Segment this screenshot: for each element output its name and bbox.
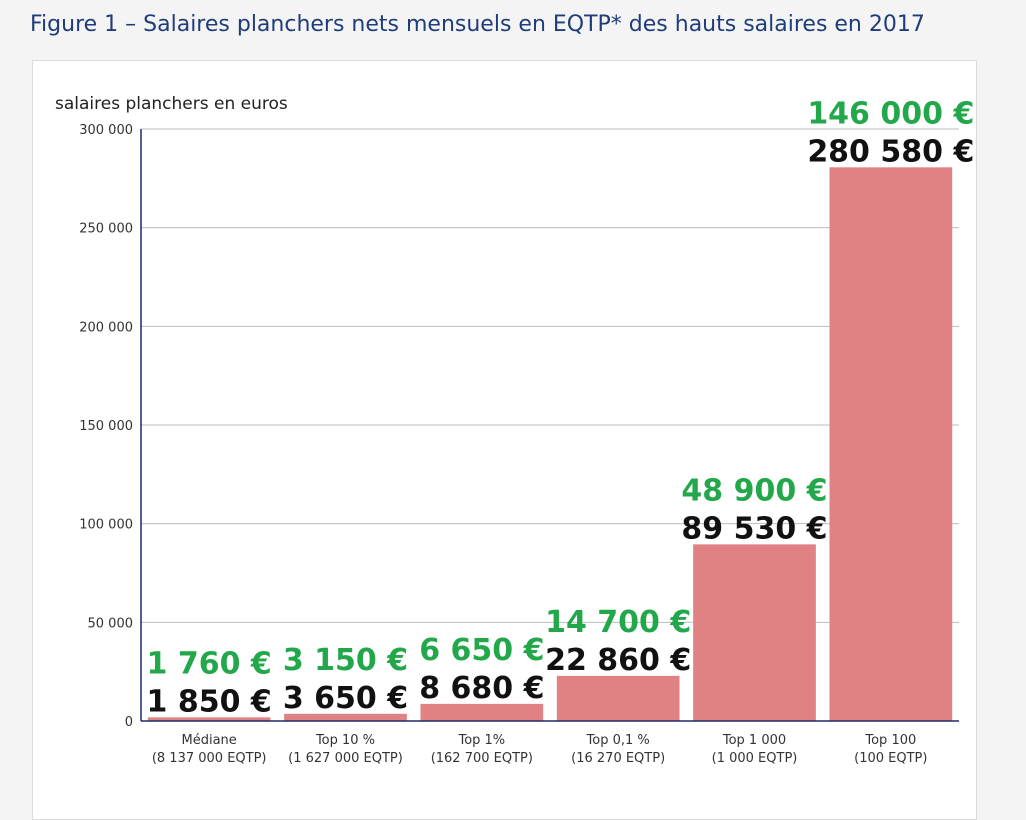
bar: [420, 703, 544, 721]
bar: [147, 717, 271, 721]
value-label: 3 650 €: [283, 681, 408, 716]
annotation-label: 146 000 €: [807, 96, 974, 131]
y-tick-label: 50 000: [88, 616, 134, 631]
x-tick-label: (1 627 000 EQTP): [288, 751, 403, 766]
x-tick-label: (100 EQTP): [854, 751, 927, 766]
bar-chart: 0 50 000 100 000 150 000 200 000 250 000 300 0…: [55, 94, 974, 766]
chart-panel: 0 50 000 100 000 150 000 200 000 250 000 300 0…: [32, 60, 977, 820]
x-tick-label: Top 0,1 %: [586, 733, 650, 748]
bars: [147, 167, 953, 721]
x-tick-label: Médiane: [182, 733, 237, 748]
value-label: 1 850 €: [147, 684, 272, 719]
y-tick-label: 300 000: [79, 123, 133, 138]
x-tick-label: (8 137 000 EQTP): [152, 751, 267, 766]
x-tick-label: (1 000 EQTP): [712, 751, 798, 766]
x-tick-label: (16 270 EQTP): [571, 751, 665, 766]
value-label: 89 530 €: [681, 511, 827, 546]
x-tick-label: Top 1 000: [722, 733, 786, 748]
y-tick-label: 150 000: [79, 419, 133, 434]
bar: [829, 167, 953, 721]
x-tick-label: Top 100: [864, 733, 916, 748]
annotation-label: 6 650 €: [419, 633, 544, 668]
annotation-label: 1 760 €: [147, 646, 272, 681]
annotation-label: 48 900 €: [681, 473, 827, 508]
y-tick-label: 200 000: [79, 320, 133, 335]
value-label: 22 860 €: [545, 643, 691, 678]
value-label: 8 680 €: [419, 671, 544, 706]
y-tick-label: 0: [125, 715, 133, 730]
y-tick-label: 250 000: [79, 222, 133, 237]
gridlines: [141, 128, 959, 623]
value-label: 280 580 €: [807, 134, 974, 169]
x-tick-label: Top 1%: [457, 733, 505, 748]
figure-title: Figure 1 – Salaires planchers nets mensu…: [30, 12, 925, 37]
x-tick-label: (162 700 EQTP): [431, 751, 533, 766]
bar: [556, 675, 680, 721]
annotation-label: 3 150 €: [283, 643, 408, 678]
annotation-label: 14 700 €: [545, 605, 691, 640]
x-tick-label: Top 10 %: [315, 733, 375, 748]
labels: 0 50 000 100 000 150 000 200 000 250 000 300 0…: [79, 96, 974, 766]
y-axis-label: salaires planchers en euros: [55, 94, 288, 114]
bar: [693, 544, 816, 721]
bar: [284, 713, 407, 721]
y-tick-label: 100 000: [79, 518, 133, 533]
axes: [140, 129, 959, 722]
